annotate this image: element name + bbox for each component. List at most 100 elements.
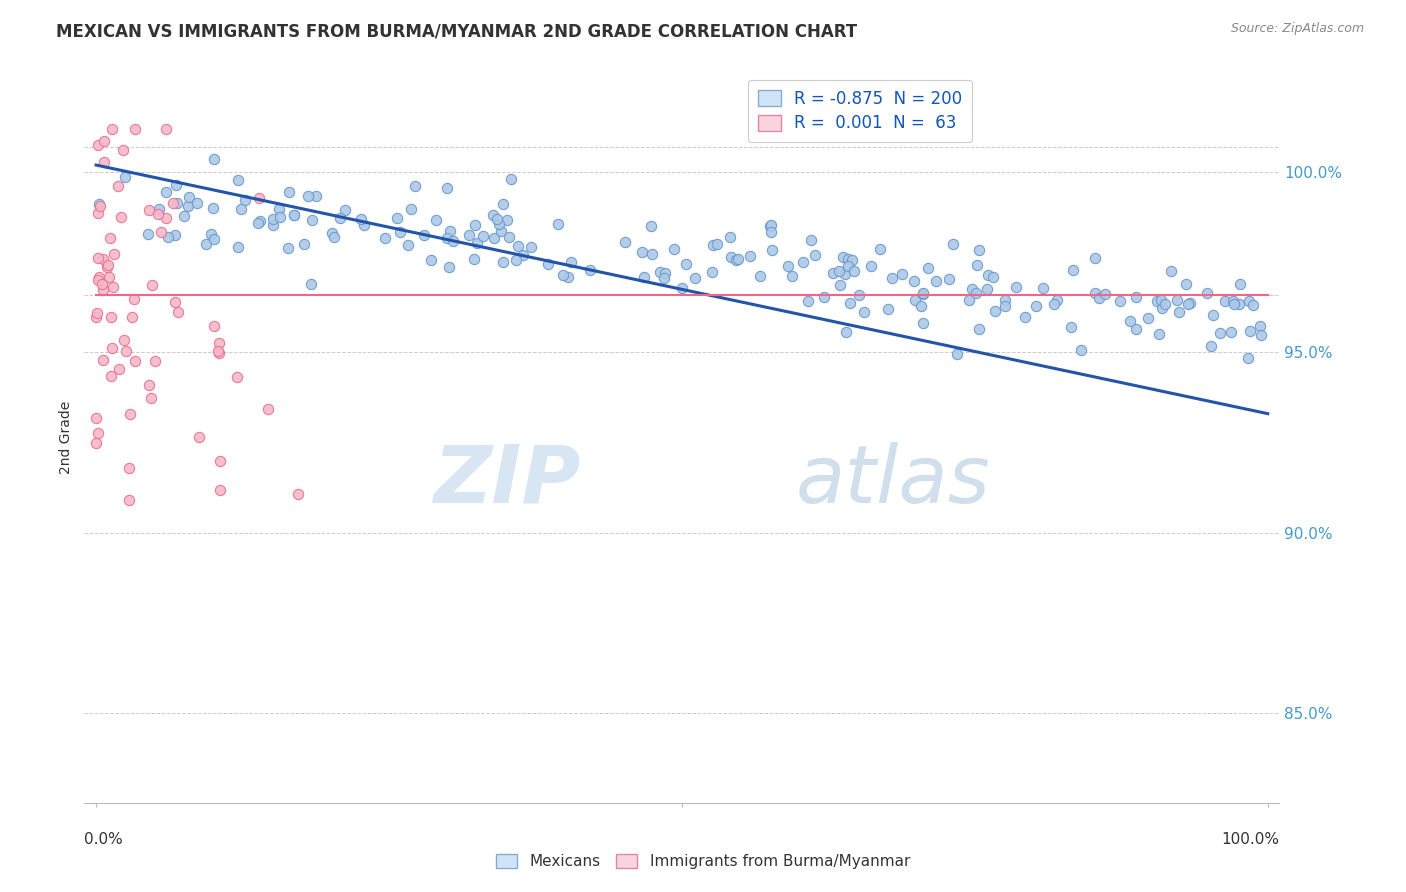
Point (966, 258, 988, 272)
Point (107, 178, 129, 193)
Point (283, 208, 305, 222)
Point (547, 218, 569, 232)
Point (1213, 293, 1236, 308)
Point (150, 225, 173, 239)
Point (157, 230, 180, 244)
Point (439, 224, 461, 238)
Point (993, 299, 1015, 313)
Point (1239, 324, 1261, 338)
Point (1024, 299, 1046, 313)
Point (333, 203, 356, 218)
Point (912, 285, 935, 300)
Point (860, 259, 883, 273)
Point (163, 295, 186, 310)
Point (1250, 328, 1272, 343)
Point (842, 264, 865, 278)
Point (650, 265, 672, 279)
Point (1147, 326, 1170, 341)
Point (93, 252, 115, 266)
Point (984, 303, 1007, 318)
Point (100, 310, 122, 324)
Point (853, 305, 876, 319)
Y-axis label: 2nd Grade: 2nd Grade (59, 401, 73, 474)
Point (683, 270, 706, 285)
Point (87, 137, 110, 152)
Point (1154, 296, 1177, 310)
Point (903, 293, 925, 307)
Point (759, 218, 782, 232)
Point (441, 234, 464, 248)
Point (1125, 322, 1147, 336)
Point (911, 316, 934, 330)
Point (994, 293, 1017, 307)
Point (200, 227, 222, 241)
Point (1042, 297, 1064, 311)
Point (122, 292, 145, 306)
Point (1199, 339, 1222, 353)
Point (294, 237, 316, 252)
Point (247, 191, 270, 205)
Point (1208, 326, 1230, 340)
Point (492, 255, 515, 269)
Point (155, 186, 177, 200)
Point (115, 343, 138, 358)
Point (957, 293, 980, 307)
Point (413, 228, 436, 243)
Text: MEXICAN VS IMMIGRANTS FROM BURMA/MYANMAR 2ND GRADE CORRELATION CHART: MEXICAN VS IMMIGRANTS FROM BURMA/MYANMAR… (56, 22, 858, 40)
Point (700, 265, 723, 279)
Point (1249, 319, 1271, 334)
Point (121, 310, 143, 324)
Point (208, 336, 231, 351)
Point (837, 260, 859, 274)
Point (1125, 290, 1147, 304)
Point (560, 255, 582, 269)
Point (804, 248, 827, 262)
Point (246, 216, 269, 230)
Point (322, 230, 344, 244)
Point (114, 170, 136, 185)
Point (396, 238, 419, 252)
Point (1094, 287, 1116, 301)
Point (1227, 297, 1250, 311)
Point (1060, 320, 1083, 334)
Point (869, 242, 891, 256)
Point (1237, 351, 1260, 365)
Point (143, 354, 166, 368)
Point (353, 219, 375, 233)
Point (110, 210, 132, 224)
Point (551, 268, 574, 283)
Point (124, 122, 146, 136)
Point (848, 288, 870, 302)
Point (1146, 293, 1168, 308)
Point (720, 251, 742, 265)
Point (641, 247, 664, 261)
Point (226, 239, 249, 253)
Point (917, 260, 939, 275)
Point (960, 282, 983, 296)
Point (262, 211, 284, 226)
Point (1062, 263, 1084, 277)
Point (633, 270, 655, 285)
Point (257, 402, 280, 417)
Point (226, 370, 249, 384)
Point (1178, 296, 1201, 310)
Point (425, 212, 447, 227)
Point (91, 283, 114, 297)
Point (489, 224, 512, 238)
Point (101, 341, 124, 355)
Point (1046, 293, 1069, 307)
Point (1222, 294, 1244, 309)
Point (321, 226, 343, 240)
Point (471, 229, 494, 244)
Point (1150, 301, 1173, 316)
Point (792, 255, 814, 269)
Point (208, 346, 231, 360)
Point (93, 135, 115, 149)
Point (89, 199, 111, 213)
Point (938, 272, 960, 286)
Point (498, 230, 520, 244)
Point (389, 225, 412, 239)
Point (506, 239, 529, 253)
Point (124, 353, 146, 368)
Point (1119, 314, 1142, 328)
